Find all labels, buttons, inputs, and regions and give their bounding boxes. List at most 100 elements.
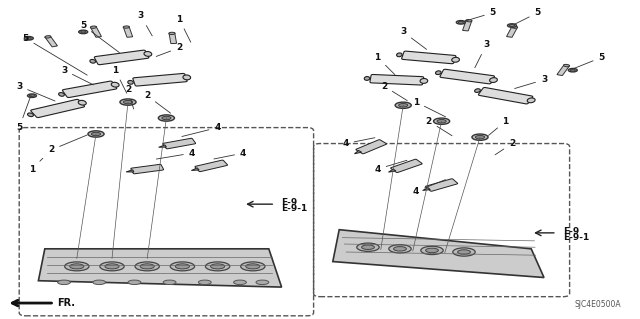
Ellipse shape <box>28 113 33 116</box>
Ellipse shape <box>58 280 70 285</box>
Text: E-9: E-9 <box>282 198 298 207</box>
Ellipse shape <box>78 100 86 105</box>
Ellipse shape <box>458 250 470 254</box>
Ellipse shape <box>234 280 246 285</box>
Ellipse shape <box>158 115 175 121</box>
Text: 3: 3 <box>515 75 547 89</box>
Text: SJC4E0500A: SJC4E0500A <box>574 300 621 309</box>
Text: 5: 5 <box>16 95 31 132</box>
Text: 3: 3 <box>61 66 93 85</box>
Ellipse shape <box>92 132 100 136</box>
Ellipse shape <box>395 102 412 108</box>
Ellipse shape <box>433 118 450 124</box>
Text: 1: 1 <box>176 15 191 42</box>
Ellipse shape <box>144 51 152 56</box>
Text: 4: 4 <box>182 123 221 137</box>
FancyBboxPatch shape <box>131 164 164 174</box>
Polygon shape <box>333 230 544 278</box>
Ellipse shape <box>399 104 408 107</box>
Ellipse shape <box>452 57 460 62</box>
Ellipse shape <box>88 131 104 137</box>
Ellipse shape <box>90 59 95 63</box>
Text: 5: 5 <box>22 34 87 75</box>
Polygon shape <box>388 169 396 172</box>
Ellipse shape <box>28 94 36 98</box>
Text: 1: 1 <box>413 98 445 117</box>
Ellipse shape <box>93 280 106 285</box>
Text: 2: 2 <box>495 139 515 155</box>
Ellipse shape <box>508 24 516 27</box>
Ellipse shape <box>570 69 575 71</box>
Ellipse shape <box>397 53 402 57</box>
Ellipse shape <box>426 248 438 253</box>
Text: 3: 3 <box>16 82 55 101</box>
Text: E-9-1: E-9-1 <box>282 204 308 213</box>
Ellipse shape <box>256 280 269 285</box>
Ellipse shape <box>456 20 465 24</box>
FancyBboxPatch shape <box>402 51 456 64</box>
Ellipse shape <box>90 26 97 28</box>
Ellipse shape <box>120 99 136 105</box>
FancyBboxPatch shape <box>426 179 458 191</box>
Text: 4: 4 <box>413 180 445 196</box>
Polygon shape <box>422 188 430 190</box>
Ellipse shape <box>476 136 484 139</box>
Text: 5: 5 <box>80 21 120 53</box>
Ellipse shape <box>435 71 441 75</box>
Text: 5: 5 <box>572 53 605 69</box>
Ellipse shape <box>140 264 154 269</box>
Ellipse shape <box>128 280 141 285</box>
Polygon shape <box>191 168 199 170</box>
Text: 1: 1 <box>488 117 509 135</box>
Ellipse shape <box>81 31 86 33</box>
Ellipse shape <box>170 262 195 271</box>
Ellipse shape <box>421 246 444 255</box>
Ellipse shape <box>183 75 191 80</box>
Ellipse shape <box>490 78 497 83</box>
Polygon shape <box>159 145 166 147</box>
FancyBboxPatch shape <box>45 36 58 47</box>
Text: 4: 4 <box>342 138 375 148</box>
FancyBboxPatch shape <box>195 160 228 172</box>
FancyBboxPatch shape <box>557 65 570 76</box>
Ellipse shape <box>568 68 577 72</box>
Ellipse shape <box>128 80 133 84</box>
Ellipse shape <box>162 116 171 120</box>
FancyBboxPatch shape <box>62 81 117 98</box>
Text: 5: 5 <box>515 8 541 24</box>
Ellipse shape <box>241 262 265 271</box>
Ellipse shape <box>45 36 51 38</box>
Ellipse shape <box>175 264 189 269</box>
Ellipse shape <box>246 264 260 269</box>
FancyBboxPatch shape <box>124 26 132 37</box>
Ellipse shape <box>453 248 476 256</box>
Ellipse shape <box>437 120 446 123</box>
Text: 3: 3 <box>138 11 152 36</box>
Ellipse shape <box>105 264 119 269</box>
Text: 3: 3 <box>400 27 427 49</box>
Ellipse shape <box>169 32 175 34</box>
Text: E-9: E-9 <box>563 227 579 236</box>
Ellipse shape <box>124 100 132 104</box>
Polygon shape <box>38 249 282 287</box>
Text: 2: 2 <box>144 91 171 113</box>
FancyBboxPatch shape <box>91 26 101 37</box>
Text: 2: 2 <box>426 117 452 136</box>
Text: 3: 3 <box>475 40 490 68</box>
Ellipse shape <box>70 264 84 269</box>
Ellipse shape <box>509 25 515 26</box>
Text: 5: 5 <box>463 8 496 22</box>
Ellipse shape <box>59 93 65 96</box>
Text: 4: 4 <box>156 149 195 159</box>
Ellipse shape <box>198 280 211 285</box>
FancyBboxPatch shape <box>507 26 517 37</box>
Ellipse shape <box>205 262 230 271</box>
FancyBboxPatch shape <box>390 159 422 173</box>
Ellipse shape <box>135 262 159 271</box>
Polygon shape <box>355 151 362 154</box>
FancyBboxPatch shape <box>169 33 177 44</box>
Ellipse shape <box>357 243 380 251</box>
Text: 2: 2 <box>381 82 407 100</box>
Ellipse shape <box>29 95 35 97</box>
Text: 4: 4 <box>214 149 246 159</box>
